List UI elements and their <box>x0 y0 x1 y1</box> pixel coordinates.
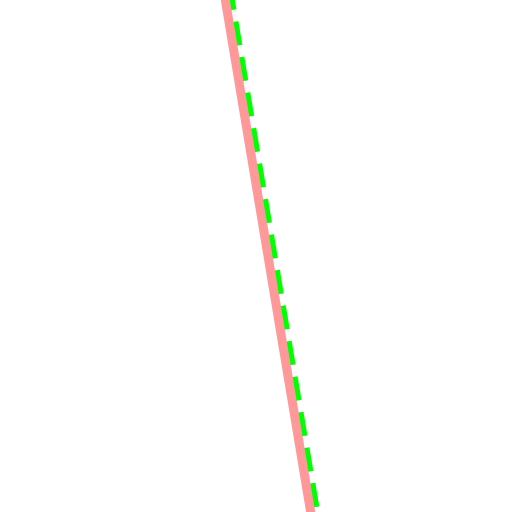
green-dashed-line <box>229 0 321 512</box>
pink-line <box>220 0 316 512</box>
